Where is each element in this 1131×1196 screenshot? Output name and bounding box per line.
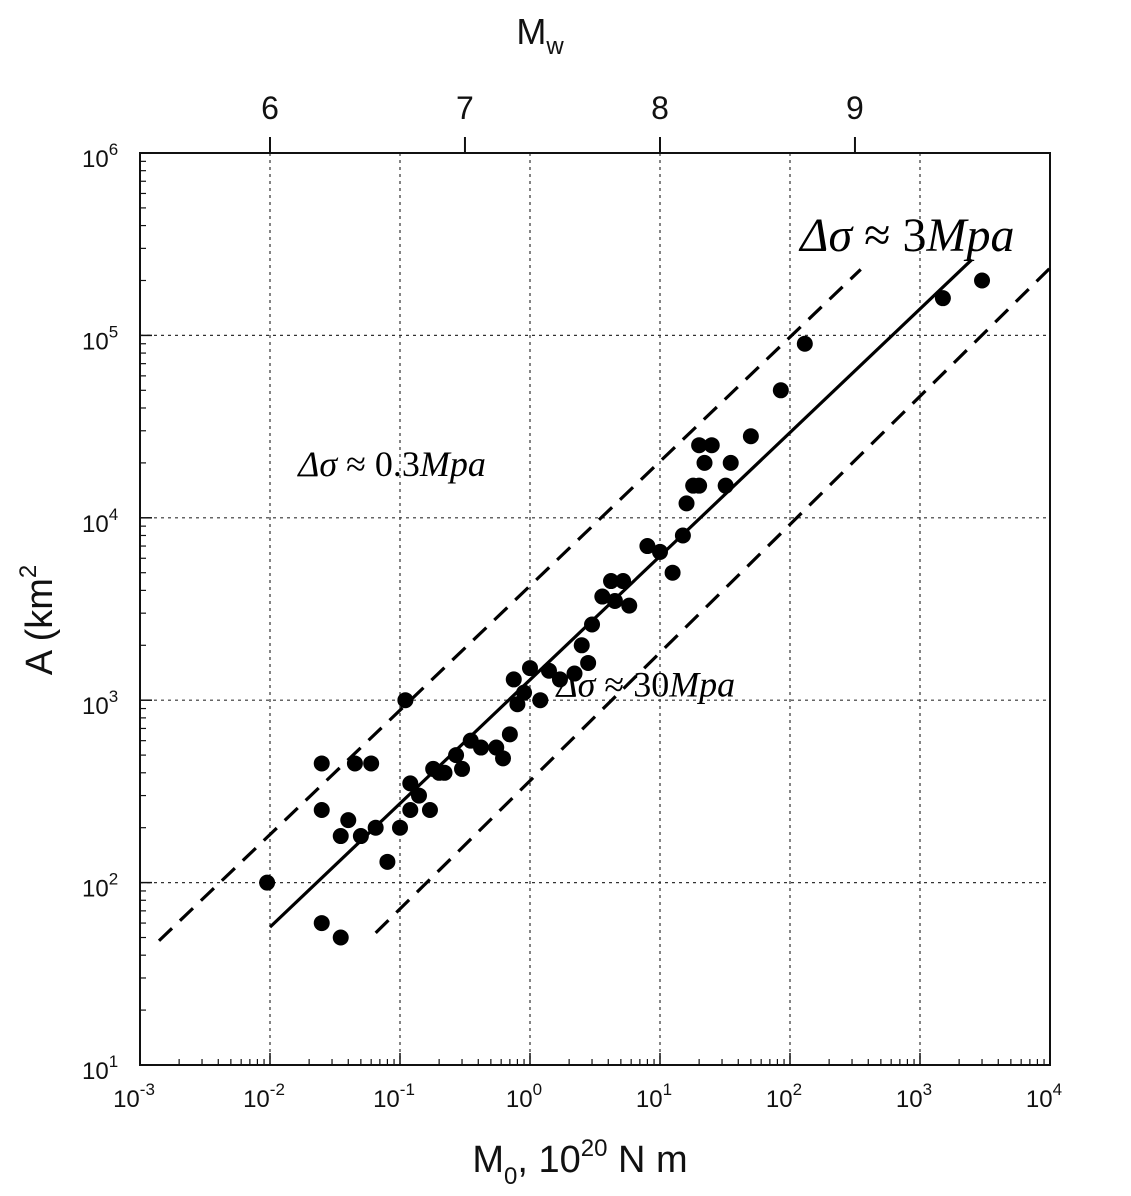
y-tick-label: 104 bbox=[82, 505, 118, 538]
data-point bbox=[402, 775, 419, 792]
data-point bbox=[594, 588, 611, 605]
stress-drop-label: Δσ ≈ 3Mpa bbox=[798, 209, 1014, 262]
reference-lines bbox=[157, 258, 1057, 942]
data-point bbox=[448, 747, 465, 764]
data-point bbox=[674, 527, 691, 544]
data-point bbox=[573, 637, 590, 654]
data-point bbox=[346, 755, 363, 772]
y-tick-label: 101 bbox=[82, 1052, 118, 1085]
y-tick-label: 103 bbox=[82, 687, 118, 720]
stress-drop-line bbox=[374, 261, 1057, 935]
data-point bbox=[379, 853, 396, 870]
data-point bbox=[522, 660, 538, 677]
mw-tick-label: 6 bbox=[261, 90, 279, 126]
data-point bbox=[505, 671, 522, 688]
data-point bbox=[664, 564, 681, 581]
data-point bbox=[532, 692, 549, 709]
data-point bbox=[313, 802, 330, 819]
mw-tick-label: 9 bbox=[846, 90, 864, 126]
data-point bbox=[259, 874, 276, 891]
data-point bbox=[509, 696, 526, 713]
axes bbox=[139, 137, 1051, 1066]
data-point bbox=[540, 662, 557, 679]
data-point bbox=[603, 573, 620, 590]
x-tick-label: 10-1 bbox=[373, 1080, 415, 1113]
data-point bbox=[397, 692, 414, 709]
data-point bbox=[454, 760, 471, 777]
x-tick-label: 100 bbox=[506, 1080, 542, 1113]
top-axis-title: Mw bbox=[516, 11, 564, 60]
data-points bbox=[259, 272, 991, 946]
axis-labels: 10-3 10-2 10-1 100 101 102 103 104 101 102 103 104 1… bbox=[15, 11, 1062, 1190]
data-point bbox=[332, 929, 349, 946]
data-point bbox=[796, 335, 813, 352]
data-point bbox=[639, 538, 656, 555]
data-point bbox=[410, 787, 427, 804]
data-point bbox=[473, 739, 490, 756]
x-tick-label: 101 bbox=[636, 1080, 672, 1113]
y-tick-label: 105 bbox=[82, 322, 118, 355]
data-point bbox=[691, 477, 708, 494]
data-point bbox=[580, 654, 597, 671]
data-point bbox=[332, 828, 349, 845]
data-point bbox=[722, 454, 739, 471]
x-tick-label: 104 bbox=[1026, 1080, 1062, 1113]
data-point bbox=[566, 665, 583, 682]
data-point bbox=[678, 495, 695, 512]
data-point bbox=[584, 616, 601, 633]
data-point bbox=[742, 428, 759, 445]
grid-lines bbox=[140, 153, 1050, 1065]
data-point bbox=[313, 755, 330, 772]
y-tick-label: 106 bbox=[82, 140, 118, 173]
data-point bbox=[495, 750, 512, 767]
data-point bbox=[436, 764, 453, 781]
data-point bbox=[367, 819, 384, 836]
x-tick-label: 10-2 bbox=[243, 1080, 285, 1113]
data-point bbox=[934, 290, 951, 307]
data-point bbox=[703, 437, 720, 454]
data-point bbox=[974, 272, 991, 289]
data-point bbox=[340, 812, 357, 829]
data-point bbox=[516, 684, 533, 701]
data-point bbox=[352, 828, 369, 845]
data-point bbox=[621, 597, 638, 614]
mw-tick-label: 8 bbox=[651, 90, 669, 126]
data-point bbox=[501, 726, 518, 743]
x-tick-label: 103 bbox=[896, 1080, 932, 1113]
plot-frame bbox=[139, 152, 1051, 1066]
data-point bbox=[402, 802, 419, 819]
data-point bbox=[421, 802, 438, 819]
x-tick-label: 102 bbox=[766, 1080, 802, 1113]
data-point bbox=[652, 543, 668, 560]
data-point bbox=[551, 671, 568, 688]
stress-drop-label: Δσ ≈ 30Mpa bbox=[555, 664, 736, 704]
annotations: Δσ ≈ 3Mpa Δσ ≈ 0.3Mpa Δσ ≈ 30Mpa bbox=[296, 209, 1014, 704]
data-point bbox=[691, 437, 708, 454]
stress-drop-label: Δσ ≈ 0.3Mpa bbox=[296, 444, 486, 484]
y-axis-title: A (km2 bbox=[15, 565, 61, 675]
mw-tick-label: 7 bbox=[456, 90, 474, 126]
data-point bbox=[772, 382, 789, 399]
data-point bbox=[696, 454, 713, 471]
data-point bbox=[313, 915, 330, 932]
fit-line bbox=[268, 258, 973, 929]
data-point bbox=[615, 573, 632, 590]
data-point bbox=[363, 755, 380, 772]
stress-drop-line bbox=[157, 268, 862, 942]
y-tick-label: 102 bbox=[82, 870, 118, 903]
data-point bbox=[392, 819, 408, 836]
x-tick-label: 10-3 bbox=[113, 1080, 155, 1113]
x-axis-title: M0, 1020 N m bbox=[472, 1135, 687, 1190]
data-point bbox=[717, 477, 734, 494]
data-point bbox=[606, 592, 623, 609]
